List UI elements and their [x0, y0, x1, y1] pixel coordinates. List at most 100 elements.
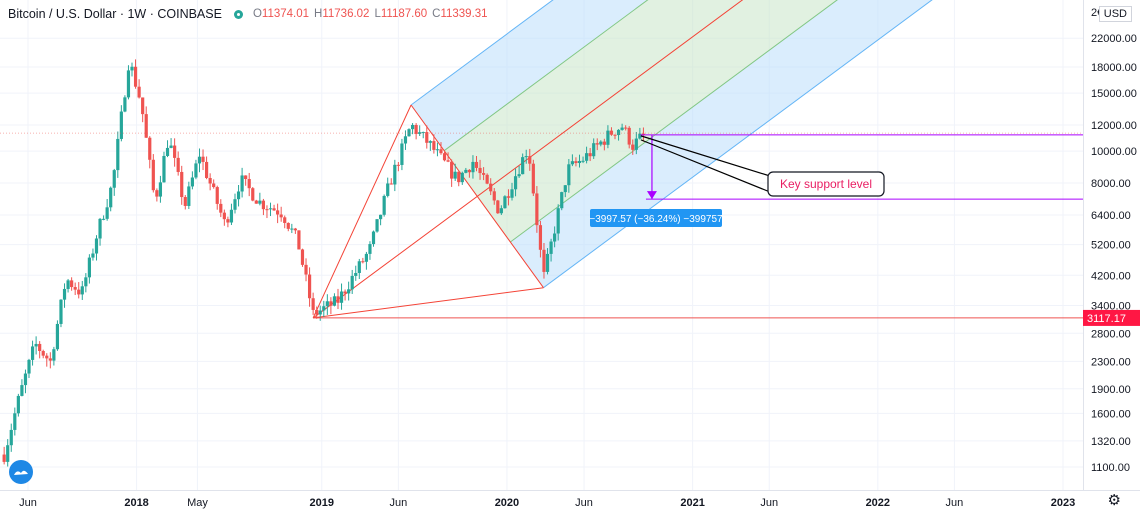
currency-button[interactable]: USD: [1098, 6, 1132, 22]
candle: [574, 157, 578, 167]
candle-body: [293, 228, 297, 231]
candle: [151, 154, 155, 193]
candle-body: [528, 156, 532, 164]
fork-pivot-line: [312, 104, 412, 319]
candle-body: [105, 207, 109, 219]
candle-body: [613, 134, 617, 136]
candle-body: [2, 454, 6, 462]
candle-body: [272, 208, 276, 211]
symbol-title[interactable]: Bitcoin / U.S. Dollar: [8, 7, 117, 21]
price-axis[interactable]: 1100.00 1320.00 1600.00 1900.00 2300.00 2800.…: [1083, 0, 1140, 490]
candle-body: [442, 153, 447, 161]
candle: [94, 235, 99, 261]
candle-body: [226, 219, 230, 223]
price-tick-label: 4200.00: [1091, 270, 1131, 282]
candle-body: [414, 124, 418, 134]
candle: [204, 156, 209, 180]
candle: [141, 97, 145, 123]
price-tick-label: 15000.00: [1091, 88, 1137, 100]
candle: [169, 138, 173, 149]
candle-body: [457, 171, 461, 183]
candle: [261, 198, 266, 216]
time-tick-label: May: [187, 497, 208, 509]
candle-body: [410, 124, 415, 130]
candle-body: [567, 164, 571, 186]
candle: [126, 65, 131, 100]
candle: [173, 138, 177, 167]
candle-body: [201, 156, 205, 162]
candle-body: [474, 161, 479, 168]
candle-body: [602, 141, 606, 145]
fork-pivot-line: [313, 287, 544, 319]
candle-body: [357, 261, 361, 273]
candle-body: [116, 138, 120, 171]
candle-body: [325, 301, 329, 307]
ohlc-close: C11339.31: [432, 8, 488, 20]
candle: [80, 280, 84, 300]
candle-body: [194, 163, 198, 178]
settings-gear-icon[interactable]: ⚙: [1107, 492, 1121, 509]
candle-body: [531, 163, 535, 194]
candle: [325, 294, 329, 315]
tradingview-logo-icon[interactable]: [9, 460, 33, 484]
candle: [375, 219, 379, 233]
candle-body: [212, 183, 216, 188]
candle: [84, 273, 88, 293]
candle-body: [485, 174, 489, 184]
candle-body: [187, 186, 191, 206]
candle-body: [261, 200, 266, 210]
candle: [9, 423, 13, 452]
candle: [183, 195, 187, 210]
candle-body: [70, 280, 74, 288]
candle-body: [496, 200, 500, 214]
time-axis[interactable]: Jun 2018 May 2019 Jun 2020 Jun 2021 Jun 2022 Jun 20…: [0, 490, 1140, 510]
candle-body: [254, 200, 258, 204]
candle: [389, 178, 393, 185]
candle: [343, 289, 347, 301]
fork-quarter-line: [443, 0, 649, 152]
candle-body: [535, 193, 539, 226]
callout-pointer: [640, 135, 771, 177]
candle-body: [84, 277, 88, 287]
candle-body: [144, 114, 148, 138]
candle-body: [542, 249, 546, 272]
candle: [499, 205, 503, 215]
horizontal-lines[interactable]: [0, 132, 1083, 319]
pitchfork-drawing[interactable]: [312, 0, 1140, 319]
candle: [513, 168, 518, 197]
time-tick-label: 2018: [124, 497, 148, 509]
candle-body: [109, 187, 113, 208]
candle-body: [208, 178, 212, 184]
candle: [251, 187, 255, 202]
candle-body: [180, 171, 184, 198]
candle-body: [513, 176, 518, 190]
candle: [329, 297, 333, 315]
candle-body: [148, 137, 152, 160]
candle-body: [425, 132, 429, 143]
candle: [528, 148, 532, 171]
candle-body: [538, 225, 543, 250]
candle-body: [499, 208, 503, 214]
candle-body: [421, 132, 425, 134]
candle: [478, 159, 482, 180]
interval-label[interactable]: 1W: [127, 7, 147, 21]
candle: [517, 165, 521, 178]
candle-body: [34, 343, 38, 347]
candle: [553, 226, 557, 248]
candle-body: [332, 296, 337, 306]
candle-body: [563, 185, 567, 193]
candle: [446, 152, 450, 163]
candle-body: [482, 173, 486, 175]
candle: [485, 173, 489, 185]
candle-body: [87, 257, 91, 278]
annotations[interactable]: −3997.57 (−36.24%) −399757 Key support le…: [589, 134, 885, 227]
candle: [315, 306, 319, 319]
candle-body: [204, 161, 209, 179]
candle-body: [315, 309, 319, 315]
candle: [428, 140, 432, 151]
candle: [101, 215, 106, 221]
candle: [354, 265, 358, 281]
candle: [70, 277, 74, 291]
candle: [208, 173, 212, 191]
